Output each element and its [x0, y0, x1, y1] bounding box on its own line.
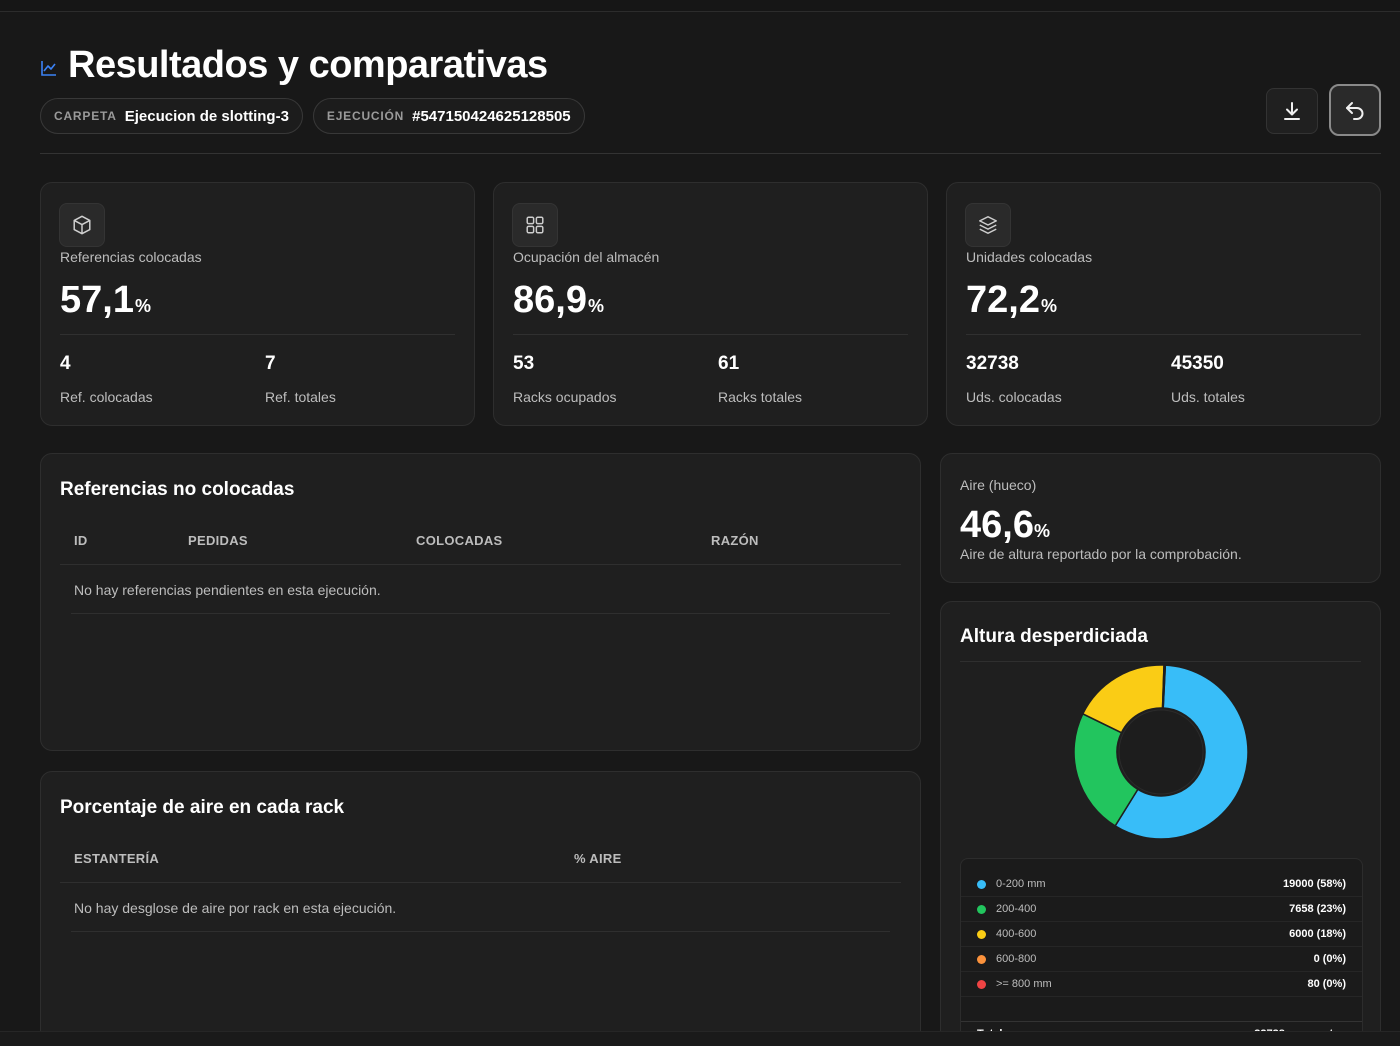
download-button[interactable]	[1266, 88, 1318, 134]
legend-swatch	[977, 929, 986, 939]
divider	[960, 661, 1361, 662]
stat-sub-right: 7 Ref. totales	[265, 353, 336, 405]
panel-title: Altura desperdiciada	[960, 626, 1148, 647]
column-header-placed[interactable]: COLOCADAS	[416, 533, 503, 548]
rack-air-panel: Porcentaje de aire en cada rack ESTANTER…	[40, 771, 921, 1046]
title-row: Resultados y comparativas	[40, 44, 548, 87]
legend-label: >= 800 mm	[996, 978, 1052, 990]
donut-chart	[1073, 664, 1249, 840]
stat-label: Unidades colocadas	[966, 249, 1093, 265]
legend-row: 400-600 6000 (18%)	[961, 922, 1362, 947]
legend-swatch	[977, 879, 986, 889]
legend-swatch	[977, 904, 986, 914]
divider	[966, 334, 1361, 335]
legend-label: 0-200 mm	[996, 878, 1046, 890]
air-card: Aire (hueco) 46,6% Aire de altura report…	[940, 453, 1381, 583]
stat-sub-left: 32738 Uds. colocadas	[966, 353, 1062, 405]
empty-message: No hay referencias pendientes en esta ej…	[74, 582, 381, 598]
donut-slice-1[interactable]	[1073, 712, 1139, 827]
run-chip-value: #547150424625128505	[412, 107, 571, 125]
divider	[60, 334, 455, 335]
divider	[60, 882, 901, 883]
column-header-ordered[interactable]: PEDIDAS	[188, 533, 248, 548]
stat-sub-left: 4 Ref. colocadas	[60, 353, 153, 405]
empty-message: No hay desglose de aire por rack en esta…	[74, 900, 397, 916]
unplaced-references-panel: Referencias no colocadas ID PEDIDAS COLO…	[40, 453, 921, 751]
chart-line-icon	[41, 60, 56, 76]
donut-slice-0[interactable]	[1114, 664, 1249, 840]
stat-label: Ocupación del almacén	[513, 249, 660, 265]
bottom-scrollbar[interactable]	[0, 1031, 1400, 1046]
legend-value: 6000 (18%)	[1289, 928, 1346, 940]
folder-chip-label: CARPETA	[54, 109, 117, 123]
legend-label: 400-600	[996, 928, 1037, 940]
stat-sub-right: 45350 Uds. totales	[1171, 353, 1245, 405]
divider	[60, 564, 901, 565]
column-header-rack[interactable]: ESTANTERÍA	[74, 851, 160, 866]
legend-swatch	[977, 979, 986, 989]
undo-icon	[1346, 102, 1364, 120]
legend-label: 200-400	[996, 903, 1037, 915]
panel-title: Porcentaje de aire en cada rack	[60, 797, 345, 818]
box-icon	[59, 203, 105, 247]
divider	[71, 613, 890, 614]
folder-chip-value: Ejecucion de slotting-3	[124, 107, 289, 125]
layers-icon	[965, 203, 1011, 247]
run-chip: EJECUCIÓN #547150424625128505	[312, 98, 585, 134]
page-title: Resultados y comparativas	[68, 44, 548, 86]
donut-hole	[1118, 709, 1204, 795]
panel-title: Referencias no colocadas	[60, 479, 295, 500]
legend-swatch	[977, 954, 986, 964]
wasted-height-panel: Altura desperdiciada 0-200 mm 19000 (58%…	[940, 601, 1381, 1046]
legend-row: 200-400 7658 (23%)	[961, 897, 1362, 922]
legend-label: 600-800	[996, 953, 1037, 965]
column-header-air[interactable]: % AIRE	[574, 851, 622, 866]
column-header-reason[interactable]: RAZÓN	[711, 533, 759, 548]
stat-value: 57,1%	[60, 279, 151, 321]
legend-value: 7658 (23%)	[1289, 903, 1346, 915]
run-chips: CARPETA Ejecucion de slotting-3 EJECUCIÓ…	[40, 98, 585, 134]
folder-chip: CARPETA Ejecucion de slotting-3	[40, 98, 303, 134]
stat-card-occupancy: Ocupación del almacén 86,9% 53 Racks ocu…	[493, 182, 928, 426]
legend-row: >= 800 mm 80 (0%)	[961, 972, 1362, 997]
page-header: Resultados y comparativas CARPETA Ejecuc…	[40, 12, 1381, 154]
column-header-id[interactable]: ID	[74, 533, 88, 548]
stat-value: 72,2%	[966, 279, 1057, 321]
legend-row: 600-800 0 (0%)	[961, 947, 1362, 972]
legend-value: 0 (0%)	[1313, 953, 1346, 965]
donut-slice-4[interactable]	[1161, 664, 1167, 709]
stat-value: 86,9%	[513, 279, 604, 321]
donut-legend: 0-200 mm 19000 (58%) 200-400 7658 (23%) …	[960, 858, 1363, 1046]
stat-label: Referencias colocadas	[60, 249, 202, 265]
grid-icon	[512, 203, 558, 247]
air-description: Aire de altura reportado por la comproba…	[960, 546, 1242, 562]
download-icon	[1284, 102, 1300, 120]
stat-sub-left: 53 Racks ocupados	[513, 353, 617, 405]
divider	[513, 334, 908, 335]
legend-row: 0-200 mm 19000 (58%)	[961, 872, 1362, 897]
divider	[71, 931, 890, 932]
run-chip-label: EJECUCIÓN	[326, 109, 405, 123]
top-bar	[0, 0, 1400, 12]
legend-value: 80 (0%)	[1307, 978, 1346, 990]
legend-value: 19000 (58%)	[1283, 878, 1346, 890]
air-label: Aire (hueco)	[960, 477, 1037, 493]
page: Resultados y comparativas CARPETA Ejecuc…	[40, 12, 1381, 1046]
air-value: 46,6%	[960, 504, 1050, 546]
back-button[interactable]	[1329, 84, 1381, 136]
stat-card-units: Unidades colocadas 72,2% 32738 Uds. colo…	[946, 182, 1381, 426]
stat-card-references: Referencias colocadas 57,1% 4 Ref. coloc…	[40, 182, 475, 426]
stat-sub-right: 61 Racks totales	[718, 353, 803, 405]
